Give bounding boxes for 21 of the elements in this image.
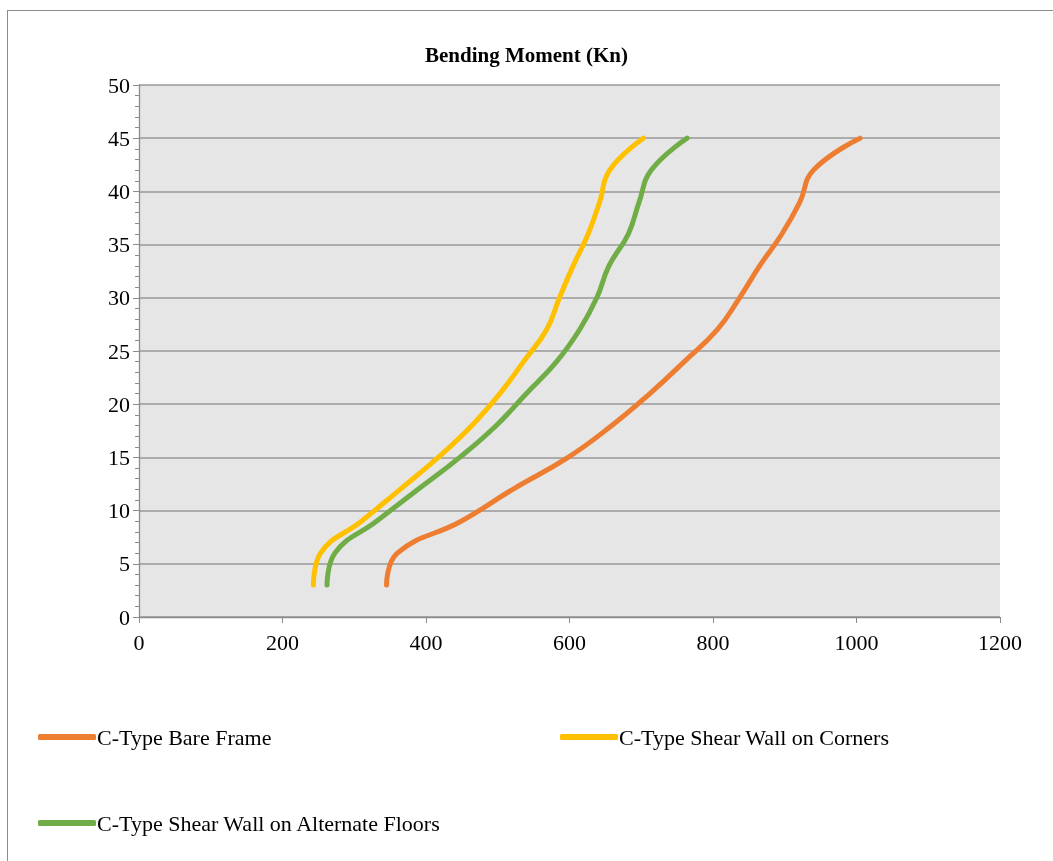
y-tick-label: 20 bbox=[108, 391, 130, 417]
x-tick-label: 800 bbox=[696, 629, 730, 655]
y-tick-label: 45 bbox=[108, 125, 130, 151]
y-tick-label: 35 bbox=[108, 232, 130, 258]
y-tick-label: 0 bbox=[119, 604, 130, 630]
y-tick-label: 40 bbox=[108, 178, 130, 204]
legend-label: C-Type Shear Wall on Corners bbox=[619, 724, 890, 750]
x-tick-label: 600 bbox=[553, 629, 586, 655]
x-tick-label: 200 bbox=[266, 629, 299, 655]
x-tick-label: 400 bbox=[409, 629, 443, 655]
y-tick-label: 30 bbox=[108, 285, 130, 311]
y-tick-label: 50 bbox=[108, 72, 130, 98]
y-tick-label: 10 bbox=[108, 498, 130, 524]
legend-label: C-Type Shear Wall on Alternate Floors bbox=[97, 810, 440, 836]
chart-title: Bending Moment (Kn) bbox=[424, 42, 629, 67]
legend-label: C-Type Bare Frame bbox=[97, 724, 272, 750]
y-tick-label: 5 bbox=[119, 551, 130, 577]
x-tick-label: 1000 bbox=[834, 629, 879, 655]
y-tick-label: 15 bbox=[108, 444, 130, 470]
x-tick-label: 1200 bbox=[978, 629, 1022, 655]
y-tick-label: 25 bbox=[108, 338, 130, 364]
